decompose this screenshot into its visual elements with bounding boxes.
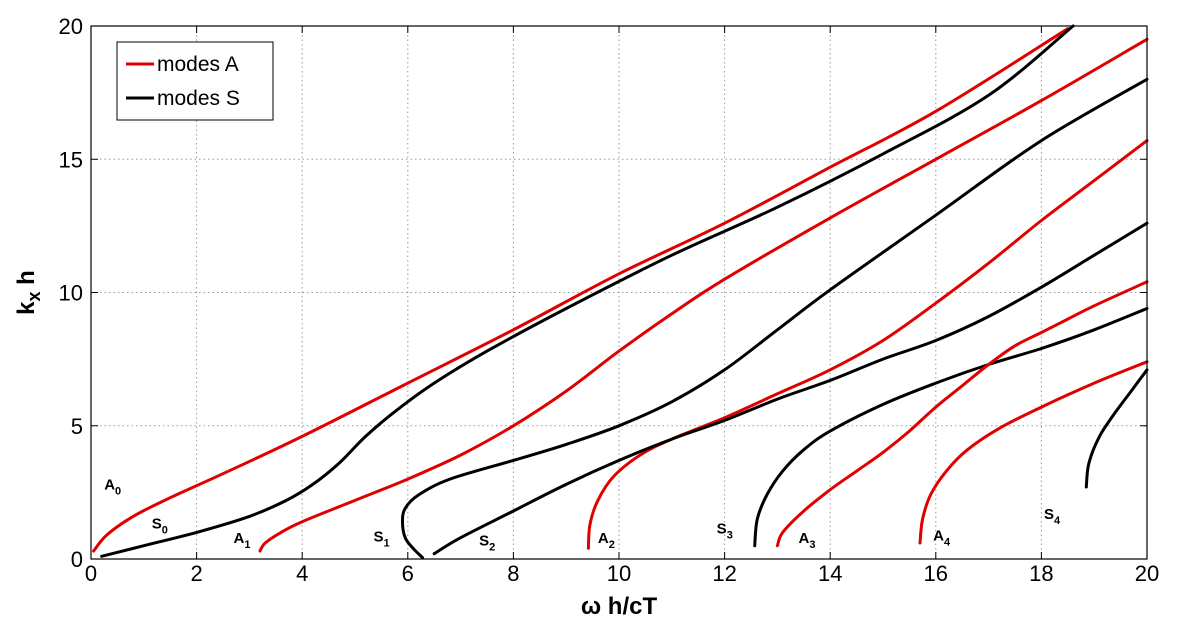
mode-curve-s3 — [753, 307, 1149, 548]
x-tick-label: 10 — [607, 561, 631, 586]
x-tick-label: 14 — [818, 561, 842, 586]
mode-curve-a4 — [918, 360, 1149, 545]
curve-label-a4: A4 — [933, 527, 951, 548]
legend-box — [116, 41, 274, 121]
x-tick-label: 4 — [296, 561, 308, 586]
y-axis-title: kx h — [13, 270, 44, 315]
y-axis-title-sub: x — [24, 291, 44, 301]
x-axis-title: ω h/cT — [581, 593, 658, 620]
y-tick-label: 10 — [59, 281, 83, 306]
y-axis-title-main: k — [13, 301, 40, 315]
mode-curve-s1 — [401, 77, 1149, 560]
legend-label: modes S — [157, 87, 240, 110]
curve-label-s4: S4 — [1044, 506, 1061, 527]
y-tick-label: 5 — [71, 414, 83, 439]
x-tick-label: 20 — [1135, 561, 1159, 586]
mode-curve-a1 — [258, 37, 1149, 553]
y-tick-label: 20 — [59, 14, 83, 39]
ticks: 0 2 4 6 8 10 12 14 16 18 20 0 5 10 15 20 — [59, 14, 1160, 586]
mode-curve-a2 — [586, 139, 1149, 550]
curves — [92, 24, 1149, 560]
mode-curve-a0 — [92, 27, 1070, 553]
y-axis-title-tail: h — [13, 270, 40, 291]
curve-label-s0: S0 — [152, 515, 168, 536]
curve-label-a3: A3 — [799, 530, 816, 551]
x-tick-label: 16 — [924, 561, 948, 586]
legend: modes A modes S — [116, 41, 274, 121]
mode-curve-s2 — [432, 221, 1149, 556]
x-tick-label: 8 — [507, 561, 519, 586]
mode-curve-s4 — [1084, 368, 1149, 489]
curve-label-a2: A2 — [598, 530, 615, 551]
x-tick-label: 18 — [1029, 561, 1053, 586]
x-tick-label: 0 — [85, 561, 97, 586]
y-tick-label: 15 — [59, 147, 83, 172]
mode-curve-a3 — [775, 280, 1149, 548]
curve-label-s3: S3 — [717, 521, 733, 542]
mode-curve-s0 — [100, 24, 1075, 558]
x-tick-label: 2 — [190, 561, 202, 586]
curve-label-s2: S2 — [479, 533, 495, 554]
legend-label: modes A — [157, 53, 239, 76]
x-tick-label: 12 — [712, 561, 736, 586]
x-tick-label: 6 — [402, 561, 414, 586]
curve-labels: A0 S0 A1 S1 S2 A2 S3 A3 A4 S4 — [104, 477, 1061, 554]
grid — [91, 26, 1147, 559]
curve-label-a1: A1 — [234, 530, 251, 551]
y-tick-label: 0 — [71, 547, 83, 572]
curve-label-s1: S1 — [373, 529, 389, 550]
curve-label-a0: A0 — [104, 477, 121, 498]
